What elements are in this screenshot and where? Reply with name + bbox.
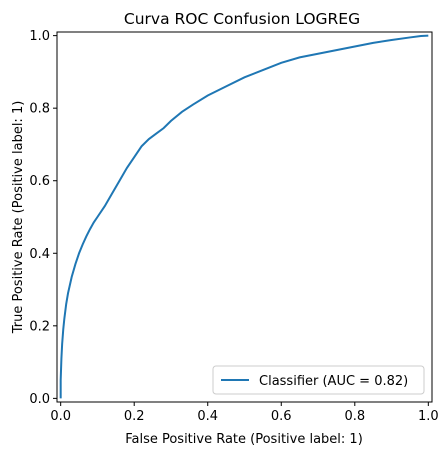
plot-frame bbox=[56, 31, 433, 403]
y-tick-label: 0.4 bbox=[29, 247, 50, 262]
y-axis-title: True Positive Rate (Positive label: 1) bbox=[11, 101, 26, 335]
x-tick-label: 0.6 bbox=[271, 409, 292, 424]
x-tick-label: 0.4 bbox=[197, 409, 218, 424]
x-tick-label: 0.2 bbox=[124, 409, 145, 424]
y-tick-label: 1.0 bbox=[29, 29, 50, 44]
legend: Classifier (AUC = 0.82) bbox=[212, 365, 425, 395]
y-tick-label: 0.8 bbox=[29, 102, 50, 117]
x-axis-title: False Positive Rate (Positive label: 1) bbox=[125, 432, 363, 447]
chart-title: Curva ROC Confusion LOGREG bbox=[124, 10, 360, 28]
y-tick-label: 0.6 bbox=[29, 174, 50, 189]
x-tick-label: 0.0 bbox=[50, 409, 71, 424]
y-tick-label: 0.0 bbox=[29, 392, 50, 407]
x-tick-label: 1.0 bbox=[418, 409, 439, 424]
y-axis-ticks: 0.0 0.2 0.4 0.6 0.8 1.0 bbox=[29, 29, 57, 407]
roc-curve-line bbox=[59, 34, 429, 399]
y-tick-label: 0.2 bbox=[29, 319, 50, 334]
x-axis-ticks: 0.0 0.2 0.4 0.6 0.8 1.0 bbox=[50, 402, 439, 424]
legend-box bbox=[212, 365, 425, 395]
legend-entry-label: Classifier (AUC = 0.82) bbox=[259, 374, 408, 389]
x-tick-label: 0.8 bbox=[344, 409, 365, 424]
